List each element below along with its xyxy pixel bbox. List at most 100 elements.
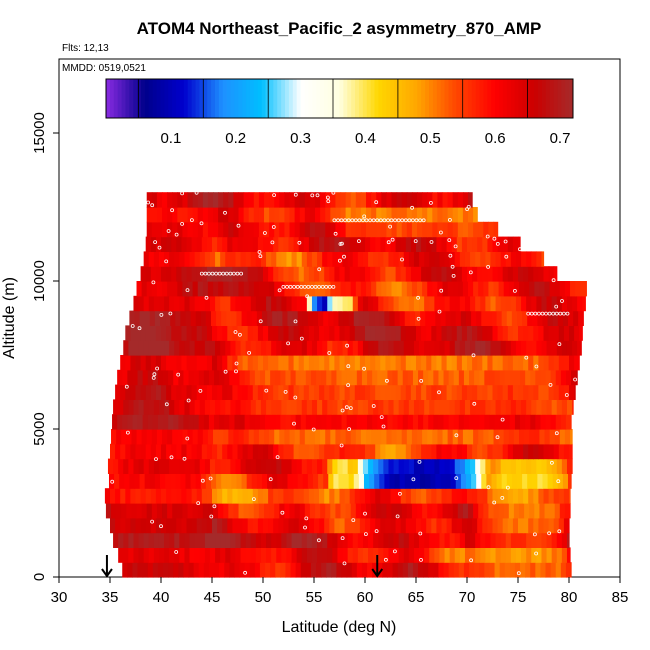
heatmap-cell <box>432 221 439 238</box>
heatmap-cell <box>218 192 224 208</box>
sample-point <box>472 401 477 406</box>
heatmap-cell <box>439 458 446 474</box>
sample-point <box>503 239 508 244</box>
heatmap-cell <box>267 310 273 326</box>
heatmap-cell <box>229 369 236 386</box>
heatmap-cell <box>254 369 261 386</box>
heatmap-cell <box>368 547 374 563</box>
sample-point <box>157 245 162 250</box>
heatmap-cell <box>470 295 476 312</box>
x-tick-label: 45 <box>204 589 221 606</box>
heatmap-cell <box>120 443 126 460</box>
heatmap-cell <box>146 221 153 238</box>
heatmap-cell <box>337 399 344 415</box>
heatmap-cell <box>328 310 334 326</box>
heatmap-cell <box>431 488 437 504</box>
heatmap-cell <box>403 547 410 563</box>
heatmap-cell <box>518 266 524 282</box>
heatmap-cell <box>495 532 502 548</box>
heatmap-cell <box>288 517 295 534</box>
heatmap-cell <box>288 384 295 400</box>
heatmap-cell <box>299 281 306 297</box>
heatmap-cell <box>332 532 339 548</box>
heatmap-cell <box>391 192 398 208</box>
heatmap-cell <box>225 458 231 474</box>
heatmap-cell <box>218 429 224 445</box>
sample-point <box>340 408 345 413</box>
sample-point <box>454 476 459 481</box>
heatmap-cell <box>485 547 492 563</box>
heatmap-cell <box>329 488 335 504</box>
heatmap-cell <box>382 414 389 430</box>
sample-point <box>419 378 424 383</box>
heatmap-cell <box>182 207 189 223</box>
heatmap-cell <box>531 532 537 548</box>
heatmap-cell <box>437 429 444 445</box>
colorbar-swatch <box>160 79 165 118</box>
heatmap-cell <box>406 503 413 519</box>
heatmap-cell <box>332 458 339 474</box>
heatmap-cell <box>296 340 303 356</box>
heatmap-cell <box>419 532 425 548</box>
heatmap-cell <box>563 325 570 341</box>
heatmap-cell <box>337 340 344 356</box>
heatmap-cell <box>330 429 337 445</box>
sample-point <box>247 350 252 355</box>
colorbar-swatch <box>273 79 278 118</box>
heatmap-cell <box>206 325 213 341</box>
heatmap-cell <box>409 473 416 489</box>
heatmap-cell <box>215 295 221 312</box>
heatmap-cell <box>536 340 543 356</box>
colorbar-swatch <box>148 79 154 118</box>
heatmap-cell <box>230 399 237 415</box>
sample-point <box>325 195 330 200</box>
heatmap-cell <box>169 340 175 356</box>
heatmap-cell <box>391 221 398 238</box>
heatmap-cell <box>412 562 419 578</box>
heatmap-cell <box>509 562 516 578</box>
heatmap-cell <box>556 547 563 563</box>
heatmap-cell <box>268 355 274 371</box>
heatmap-cell <box>201 236 208 252</box>
heatmap-cell <box>470 458 476 474</box>
heatmap-cell <box>405 517 412 534</box>
heatmap-cell <box>344 517 351 534</box>
x-tick-label: 85 <box>612 589 629 606</box>
sample-point <box>320 284 325 289</box>
heatmap-cell <box>439 251 446 267</box>
heatmap-cell <box>479 414 485 430</box>
heatmap-cell <box>365 236 371 252</box>
heatmap-cell <box>380 236 386 252</box>
heatmap-cell <box>449 532 456 548</box>
colorbar-swatch <box>522 79 527 118</box>
heatmap-cell <box>204 251 211 267</box>
heatmap-cell <box>203 414 210 430</box>
sample-point <box>303 525 307 530</box>
heatmap-cell <box>195 473 202 489</box>
heatmap-cell <box>523 443 529 460</box>
sample-point <box>533 532 537 537</box>
sample-point <box>348 406 353 411</box>
sample-point <box>347 427 352 432</box>
heatmap-cell <box>271 295 277 312</box>
heatmap-cell <box>215 532 221 548</box>
heatmap-cell <box>367 562 373 578</box>
heatmap-cell <box>300 562 307 578</box>
sample-point <box>146 200 151 205</box>
heatmap-cell <box>264 221 270 238</box>
heatmap-cell <box>258 192 265 208</box>
colorbar-swatch <box>483 79 488 118</box>
heatmap-cell <box>406 429 413 445</box>
heatmap-cell <box>133 547 140 563</box>
heatmap-cell <box>213 207 219 223</box>
heatmap-cell <box>274 192 280 208</box>
heatmap-cell <box>257 236 264 252</box>
heatmap-cell <box>269 281 275 297</box>
heatmap-cell <box>257 443 264 460</box>
heatmap-cell <box>518 488 524 504</box>
heatmap-cell <box>287 473 294 489</box>
heatmap-cell <box>105 503 112 519</box>
heatmap-cell <box>450 473 457 489</box>
heatmap-cell <box>387 414 394 430</box>
heatmap-cell <box>482 517 488 534</box>
